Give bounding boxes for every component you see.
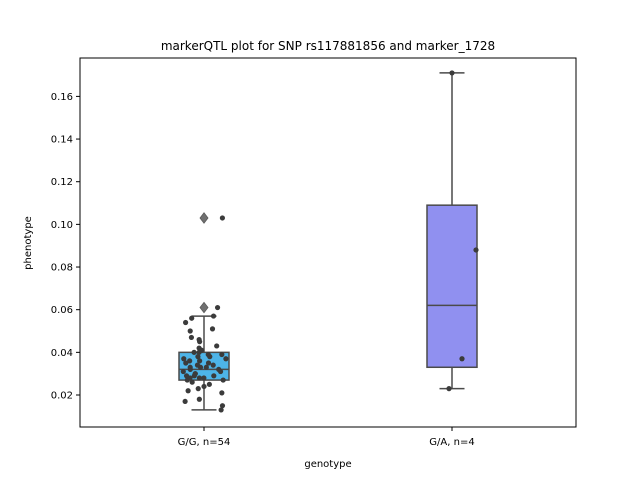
y-tick-label: 0.14 xyxy=(51,135,73,146)
data-point xyxy=(196,396,202,402)
data-point xyxy=(181,356,187,362)
data-point xyxy=(449,70,455,76)
data-point xyxy=(216,366,222,373)
data-point xyxy=(219,215,226,221)
y-tick-label: 0.12 xyxy=(51,177,73,188)
y-tick-label: 0.02 xyxy=(51,391,73,402)
data-point xyxy=(195,386,201,392)
data-point xyxy=(220,377,226,383)
data-point xyxy=(185,388,191,394)
data-point xyxy=(201,375,207,381)
data-point xyxy=(196,336,202,343)
data-point xyxy=(196,345,202,351)
data-point xyxy=(203,364,209,370)
plot-frame xyxy=(79,57,577,428)
data-point xyxy=(223,356,229,362)
data-point xyxy=(183,319,189,326)
data-point xyxy=(189,379,195,385)
data-point xyxy=(187,358,193,364)
data-point xyxy=(218,407,224,413)
data-point xyxy=(188,334,195,341)
data-point xyxy=(211,373,217,379)
data-point xyxy=(459,356,465,362)
y-tick-label: 0.16 xyxy=(51,92,73,103)
chart-title: markerQTL plot for SNP rs117881856 and m… xyxy=(161,39,495,53)
data-point xyxy=(219,390,225,396)
data-point xyxy=(201,383,207,390)
y-tick-label: 0.10 xyxy=(51,220,73,231)
data-point xyxy=(473,247,479,253)
data-point xyxy=(180,368,186,375)
data-point xyxy=(210,362,216,368)
data-point xyxy=(189,315,195,321)
data-point xyxy=(183,360,189,366)
y-axis-label: phenotype xyxy=(23,216,34,270)
data-point xyxy=(214,343,220,349)
data-point xyxy=(197,358,203,364)
x-tick-label: G/A, n=4 xyxy=(429,437,474,448)
data-point xyxy=(191,349,197,355)
data-point xyxy=(205,360,212,366)
data-point xyxy=(214,304,221,311)
data-point xyxy=(206,381,212,387)
data-point xyxy=(187,364,193,370)
x-tick-label: G/G, n=54 xyxy=(178,437,231,448)
data-point xyxy=(209,326,216,332)
data-point xyxy=(187,328,193,334)
data-point xyxy=(210,313,217,319)
y-tick-label: 0.04 xyxy=(51,348,73,359)
data-point xyxy=(183,373,190,379)
data-point xyxy=(196,375,203,381)
y-tick-label: 0.08 xyxy=(51,263,73,274)
data-point xyxy=(182,398,188,405)
data-point xyxy=(195,354,201,360)
data-point xyxy=(194,362,201,368)
box-iqr xyxy=(426,204,478,369)
data-point xyxy=(192,371,198,377)
data-point xyxy=(219,351,225,358)
outlier-marker xyxy=(199,301,209,314)
y-tick-label: 0.06 xyxy=(51,305,73,316)
data-point xyxy=(446,386,452,392)
data-point xyxy=(219,403,226,409)
data-point xyxy=(205,351,211,358)
outlier-marker xyxy=(199,212,209,224)
x-axis-label: genotype xyxy=(304,459,351,470)
